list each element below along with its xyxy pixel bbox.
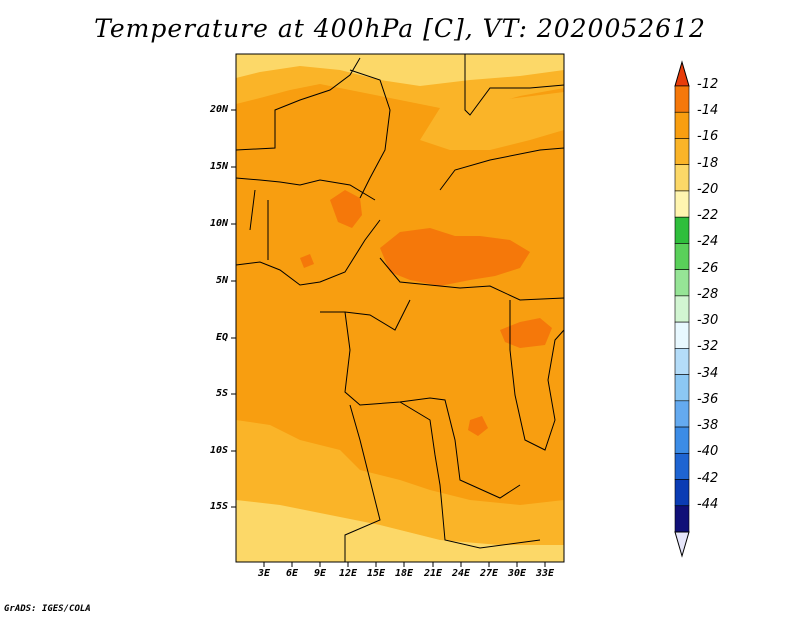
field-warm-patch-4 [468, 416, 488, 436]
colorbar-box [674, 269, 690, 297]
lon-label-18e: 18E [394, 568, 414, 579]
border-9 [344, 311, 521, 499]
colorbar-label: -22 [697, 208, 719, 224]
lon-label-27e: 27E [479, 568, 499, 579]
map-field [235, 53, 565, 563]
colorbar-label: -38 [697, 418, 719, 434]
field-band-northeast [420, 92, 564, 150]
field-warm-patch-1 [330, 190, 362, 228]
border-8 [320, 299, 411, 331]
border-3 [464, 54, 565, 116]
lon-label-30e: 30E [507, 568, 527, 579]
lat-label-20n: 20N [209, 104, 228, 115]
field-warm-core [380, 228, 530, 286]
border-5 [235, 219, 381, 286]
colorbar-label: -20 [697, 181, 719, 197]
colorbar-box [674, 400, 690, 428]
colorbar-label: -42 [697, 470, 719, 486]
lon-label-21e: 21E [423, 568, 443, 579]
border-1 [235, 57, 361, 151]
colorbar-box [674, 243, 690, 270]
lon-label-15e: 15E [366, 568, 386, 579]
field-band-top [236, 54, 564, 86]
colorbar-box [674, 374, 690, 402]
border-11 [344, 404, 381, 562]
border-4 [235, 177, 376, 201]
credit-text: GrADS: IGES/COLA [4, 604, 91, 614]
colorbar-box [674, 321, 690, 349]
lon-label-9e: 9E [313, 568, 327, 579]
colorbar-box [674, 295, 690, 323]
border-2 [349, 69, 391, 199]
colorbar-label: -12 [697, 77, 719, 92]
lat-ticks [231, 109, 236, 508]
colorbar-box [674, 85, 690, 113]
lat-label-5n: 5N [215, 275, 228, 286]
country-borders [235, 54, 565, 562]
lon-label-6e: 6E [285, 568, 299, 579]
lat-label-10s: 10S [209, 445, 228, 456]
lat-label-eq: EQ [215, 332, 228, 343]
lat-label-15s: 15S [209, 501, 228, 512]
colorbar-cap-bottom [674, 531, 690, 558]
lon-label-12e: 12E [338, 568, 358, 579]
field-warm-patch-2 [500, 318, 552, 348]
lon-label-33e: 33E [535, 568, 555, 579]
colorbar-box [674, 348, 690, 375]
colorbar-box [674, 505, 690, 533]
colorbar-box [674, 111, 690, 139]
lon-label-3e: 3E [257, 568, 271, 579]
colorbar-label: -28 [697, 286, 719, 302]
colorbar-box [674, 452, 690, 480]
field-band-far-south [236, 500, 564, 562]
border-12 [509, 300, 565, 451]
colorbar-box [674, 164, 690, 192]
colorbar-label: -44 [697, 496, 719, 512]
border-7 [379, 257, 565, 301]
lat-label-15n: 15N [209, 161, 228, 172]
lon-ticks [263, 562, 546, 567]
lat-label-10n: 10N [209, 218, 228, 229]
map-frame [235, 53, 565, 563]
border-10 [399, 401, 541, 549]
map-title: Temperature at 400hPa [C], VT: 202005261… [94, 14, 706, 43]
colorbar-box [674, 190, 690, 218]
field-warm-patch-3 [300, 254, 314, 268]
colorbar-label: -36 [697, 391, 719, 407]
colorbar-cap-top [674, 60, 690, 87]
lon-label-24e: 24E [451, 568, 471, 579]
lat-label-5s: 5S [215, 388, 228, 399]
border-6 [439, 147, 565, 191]
colorbar-label: -14 [697, 103, 719, 119]
border-13 [249, 189, 269, 260]
colorbar-label: -30 [697, 313, 719, 329]
colorbar-box [674, 138, 690, 166]
colorbar-label: -18 [697, 155, 719, 171]
colorbar-label: -24 [697, 234, 719, 250]
colorbar-label: -32 [697, 339, 719, 355]
colorbar-box [674, 216, 690, 244]
colorbar-box [674, 479, 690, 507]
colorbar-box [674, 426, 690, 454]
colorbar-label: -34 [697, 365, 719, 381]
colorbar-label: -16 [697, 129, 719, 145]
colorbar [674, 60, 690, 558]
colorbar-label: -40 [697, 444, 719, 460]
colorbar-label: -26 [697, 260, 719, 276]
